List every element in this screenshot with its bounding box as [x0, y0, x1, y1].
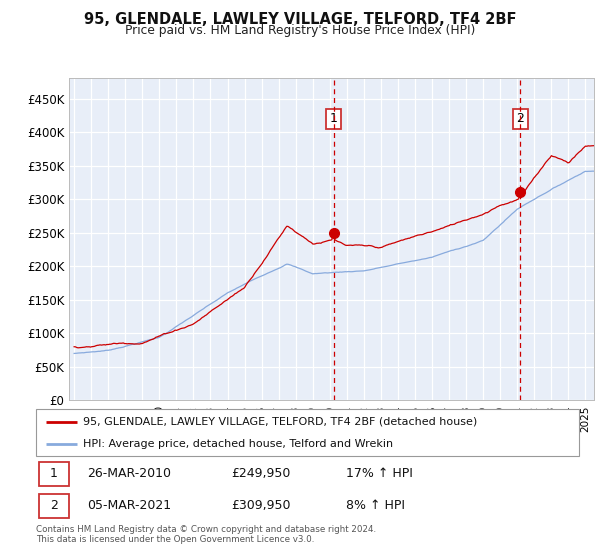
- Text: 1: 1: [50, 468, 58, 480]
- Text: HPI: Average price, detached house, Telford and Wrekin: HPI: Average price, detached house, Telf…: [83, 438, 394, 449]
- Text: 8% ↑ HPI: 8% ↑ HPI: [346, 500, 404, 512]
- Text: £309,950: £309,950: [232, 500, 291, 512]
- FancyBboxPatch shape: [39, 462, 68, 486]
- Text: Price paid vs. HM Land Registry's House Price Index (HPI): Price paid vs. HM Land Registry's House …: [125, 24, 475, 37]
- Text: £249,950: £249,950: [232, 468, 291, 480]
- Text: Contains HM Land Registry data © Crown copyright and database right 2024.
This d: Contains HM Land Registry data © Crown c…: [36, 525, 376, 544]
- FancyBboxPatch shape: [39, 494, 68, 517]
- Text: 1: 1: [330, 112, 338, 125]
- Text: 95, GLENDALE, LAWLEY VILLAGE, TELFORD, TF4 2BF: 95, GLENDALE, LAWLEY VILLAGE, TELFORD, T…: [84, 12, 516, 27]
- Text: 17% ↑ HPI: 17% ↑ HPI: [346, 468, 412, 480]
- Text: 95, GLENDALE, LAWLEY VILLAGE, TELFORD, TF4 2BF (detached house): 95, GLENDALE, LAWLEY VILLAGE, TELFORD, T…: [83, 417, 478, 427]
- Text: 2: 2: [50, 500, 58, 512]
- FancyBboxPatch shape: [36, 409, 579, 456]
- Text: 26-MAR-2010: 26-MAR-2010: [88, 468, 172, 480]
- Text: 2: 2: [516, 112, 524, 125]
- Text: 05-MAR-2021: 05-MAR-2021: [88, 500, 172, 512]
